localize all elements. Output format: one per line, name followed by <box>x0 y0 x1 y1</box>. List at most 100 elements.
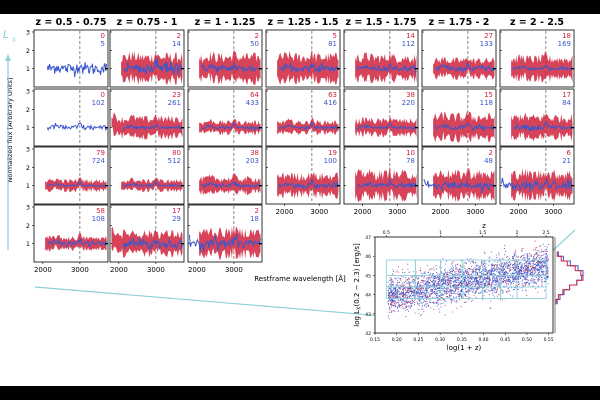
blue-point <box>513 270 515 272</box>
blue-spectrum-line <box>46 62 107 78</box>
blue-point <box>540 256 542 258</box>
red-point <box>391 310 393 312</box>
blue-point <box>417 295 419 297</box>
blue-point <box>390 282 392 284</box>
column-title: z = 2 - 2.5 <box>510 17 564 28</box>
blue-point <box>394 295 396 297</box>
blue-point <box>510 281 512 283</box>
blue-point <box>411 302 413 304</box>
blue-point <box>499 278 501 280</box>
blue-point <box>426 290 428 292</box>
blue-point <box>535 271 537 273</box>
blue-point <box>493 296 496 298</box>
red-point <box>519 272 522 274</box>
blue-point <box>443 276 445 278</box>
blue-point <box>448 292 450 294</box>
blue-point <box>442 294 445 296</box>
blue-point <box>437 283 439 285</box>
blue-point <box>437 299 439 301</box>
red-point <box>547 258 550 260</box>
blue-point <box>504 273 506 275</box>
blue-point <box>471 271 473 273</box>
red-point <box>517 256 519 258</box>
blue-point <box>396 290 398 292</box>
blue-point <box>508 280 510 282</box>
red-point <box>526 294 528 296</box>
x-tick-label: 3000 <box>466 208 484 216</box>
count-blue: 78 <box>406 157 415 165</box>
blue-point <box>521 280 523 282</box>
blue-point <box>443 289 445 291</box>
blue-point <box>463 276 465 278</box>
blue-point <box>456 268 458 270</box>
blue-point <box>538 278 540 281</box>
red-point <box>408 289 410 291</box>
blue-point <box>450 271 452 273</box>
blue-point <box>536 283 538 285</box>
blue-point <box>542 269 544 271</box>
red-point <box>502 279 504 281</box>
blue-point <box>468 284 470 286</box>
blue-point <box>491 271 493 273</box>
blue-point <box>514 285 516 287</box>
blue-point <box>518 278 520 280</box>
red-point <box>419 284 421 286</box>
red-point <box>473 268 475 270</box>
blue-point <box>529 269 531 271</box>
blue-point <box>513 282 515 284</box>
red-point <box>450 300 453 302</box>
blue-point <box>424 301 426 303</box>
blue-point <box>525 265 527 267</box>
blue-point <box>395 290 397 292</box>
count-red: 64 <box>250 91 259 99</box>
scatter-x-tick-label: 0.25 <box>413 337 423 343</box>
blue-point <box>478 270 480 272</box>
blue-point <box>533 282 535 284</box>
red-point <box>411 299 413 302</box>
spectrum-panel: 218 <box>187 204 263 263</box>
blue-point <box>509 280 511 282</box>
blue-point <box>412 271 414 273</box>
blue-point <box>437 300 439 302</box>
blue-point <box>490 287 492 289</box>
blue-point <box>528 257 530 260</box>
blue-point <box>512 295 514 297</box>
blue-point <box>431 284 433 286</box>
blue-point <box>418 312 420 315</box>
y-tick-label: 2 <box>26 47 30 55</box>
blue-point <box>496 256 498 258</box>
blue-point <box>440 294 442 297</box>
red-point <box>435 268 438 270</box>
blue-point <box>450 281 452 283</box>
red-point <box>504 276 506 278</box>
spectrum-panel: 250 <box>187 29 263 88</box>
red-point <box>443 273 445 276</box>
blue-point <box>475 268 477 270</box>
red-point <box>525 283 527 285</box>
blue-point <box>429 293 431 295</box>
blue-point <box>471 282 473 284</box>
blue-point <box>426 281 428 283</box>
red-point <box>460 306 462 308</box>
red-point <box>469 297 471 299</box>
blue-point <box>506 278 508 281</box>
blue-point <box>511 272 513 275</box>
red-point <box>472 268 474 271</box>
blue-point <box>475 261 477 263</box>
blue-point <box>424 291 426 293</box>
red-point <box>483 295 485 297</box>
blue-point <box>469 276 471 278</box>
blue-point <box>433 269 435 271</box>
blue-point <box>451 268 454 270</box>
red-point <box>408 288 410 290</box>
blue-point <box>529 282 531 284</box>
red-point <box>422 280 424 282</box>
blue-point <box>409 300 412 302</box>
red-point <box>404 289 406 291</box>
red-point <box>429 280 432 282</box>
blue-point <box>510 263 512 265</box>
blue-point <box>390 287 392 289</box>
blue-spectrum-line <box>278 121 339 131</box>
blue-point <box>512 280 514 282</box>
